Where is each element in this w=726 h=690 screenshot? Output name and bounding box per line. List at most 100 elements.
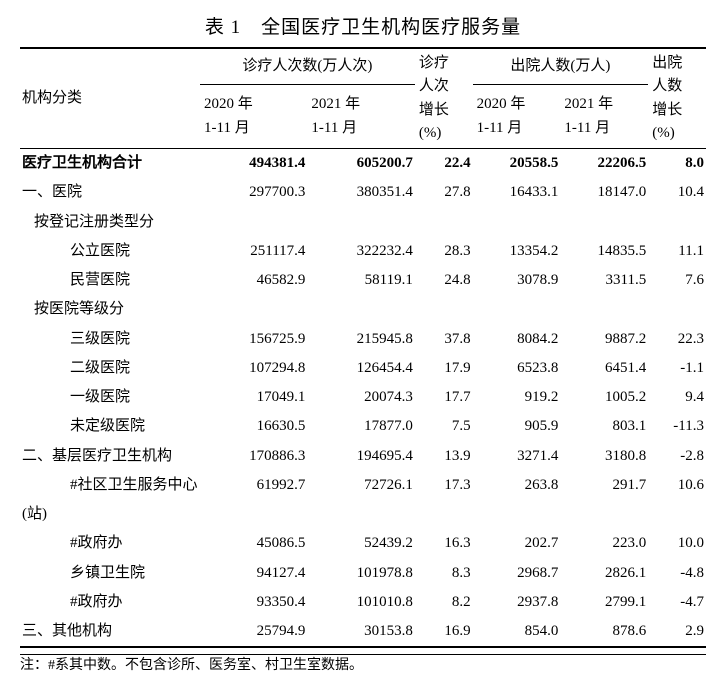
cell-visits-growth: 37.8 xyxy=(415,325,473,354)
cell-discharge-2020: 263.8 xyxy=(473,471,561,500)
row-label: 二、基层医疗卫生机构 xyxy=(20,442,200,471)
table-row: #社区卫生服务中心61992.772726.117.3263.8291.710.… xyxy=(20,471,706,500)
cell-discharge-2021 xyxy=(560,295,648,324)
table-row: (站) xyxy=(20,500,706,529)
cell-discharge-2020: 6523.8 xyxy=(473,354,561,383)
cell-visits-growth: 7.5 xyxy=(415,412,473,441)
cell-visits-2021: 101010.8 xyxy=(307,588,414,617)
cell-visits-2020: 251117.4 xyxy=(200,237,307,266)
row-label: #政府办 xyxy=(20,529,200,558)
cell-visits-growth: 17.9 xyxy=(415,354,473,383)
cell-discharge-2020: 3271.4 xyxy=(473,442,561,471)
cell-visits-2020: 45086.5 xyxy=(200,529,307,558)
cell-visits-2020: 25794.9 xyxy=(200,617,307,647)
cell-visits-growth: 22.4 xyxy=(415,149,473,179)
cell-discharge-2020 xyxy=(473,500,561,529)
cell-visits-2021: 605200.7 xyxy=(307,149,414,179)
table-row: 公立医院251117.4322232.428.313354.214835.511… xyxy=(20,237,706,266)
cell-discharge-growth: 11.1 xyxy=(648,237,706,266)
cell-visits-growth: 8.2 xyxy=(415,588,473,617)
cell-discharge-growth: 9.4 xyxy=(648,383,706,412)
cell-discharge-2020: 8084.2 xyxy=(473,325,561,354)
table-row: 一级医院17049.120074.317.7919.21005.29.4 xyxy=(20,383,706,412)
row-label: 民营医院 xyxy=(20,266,200,295)
cell-discharge-2020: 13354.2 xyxy=(473,237,561,266)
header-visits-2021: 2021 年1-11 月 xyxy=(307,85,414,149)
cell-discharge-2021: 14835.5 xyxy=(560,237,648,266)
header-visits-2020: 2020 年1-11 月 xyxy=(200,85,307,149)
cell-visits-2020: 17049.1 xyxy=(200,383,307,412)
header-category: 机构分类 xyxy=(20,48,200,149)
cell-visits-2020 xyxy=(200,500,307,529)
cell-discharge-growth: -1.1 xyxy=(648,354,706,383)
row-label: 二级医院 xyxy=(20,354,200,383)
row-label: 按登记注册类型分 xyxy=(20,208,200,237)
cell-discharge-2021: 803.1 xyxy=(560,412,648,441)
cell-visits-2020: 494381.4 xyxy=(200,149,307,179)
cell-visits-growth: 28.3 xyxy=(415,237,473,266)
cell-visits-2021: 20074.3 xyxy=(307,383,414,412)
cell-visits-growth: 17.7 xyxy=(415,383,473,412)
cell-discharge-growth: 22.3 xyxy=(648,325,706,354)
cell-discharge-2020: 202.7 xyxy=(473,529,561,558)
cell-discharge-2020 xyxy=(473,208,561,237)
row-label: 公立医院 xyxy=(20,237,200,266)
header-visit-growth: 诊疗 人次 增长 (%) xyxy=(415,48,473,149)
table-row: 民营医院46582.958119.124.83078.93311.57.6 xyxy=(20,266,706,295)
cell-visits-2021: 126454.4 xyxy=(307,354,414,383)
table-row: #政府办93350.4101010.88.22937.82799.1-4.7 xyxy=(20,588,706,617)
cell-visits-2021: 215945.8 xyxy=(307,325,414,354)
cell-discharge-growth: -2.8 xyxy=(648,442,706,471)
row-label: (站) xyxy=(20,500,200,529)
table-body: 医疗卫生机构合计494381.4605200.722.420558.522206… xyxy=(20,149,706,648)
cell-discharge-2021: 22206.5 xyxy=(560,149,648,179)
cell-discharge-2021: 9887.2 xyxy=(560,325,648,354)
cell-discharge-2021: 2826.1 xyxy=(560,559,648,588)
cell-discharge-2020: 905.9 xyxy=(473,412,561,441)
cell-visits-2020: 16630.5 xyxy=(200,412,307,441)
cell-discharge-growth: -4.7 xyxy=(648,588,706,617)
cell-visits-2020: 93350.4 xyxy=(200,588,307,617)
cell-discharge-growth: 2.9 xyxy=(648,617,706,647)
cell-visits-2021: 194695.4 xyxy=(307,442,414,471)
cell-visits-growth xyxy=(415,208,473,237)
cell-discharge-2020: 16433.1 xyxy=(473,178,561,207)
cell-visits-2021: 52439.2 xyxy=(307,529,414,558)
cell-discharge-2020: 854.0 xyxy=(473,617,561,647)
cell-visits-2021 xyxy=(307,500,414,529)
cell-discharge-2021: 3180.8 xyxy=(560,442,648,471)
cell-discharge-2020: 20558.5 xyxy=(473,149,561,179)
cell-discharge-2021: 878.6 xyxy=(560,617,648,647)
row-label: 一级医院 xyxy=(20,383,200,412)
cell-discharge-2020: 919.2 xyxy=(473,383,561,412)
row-label: 医疗卫生机构合计 xyxy=(20,149,200,179)
cell-discharge-growth xyxy=(648,295,706,324)
cell-discharge-2021: 223.0 xyxy=(560,529,648,558)
table-title: 表 1 全国医疗卫生机构医疗服务量 xyxy=(20,12,706,39)
footnote: 注：#系其中数。不包含诊所、医务室、村卫生室数据。 xyxy=(20,654,706,677)
cell-visits-growth: 17.3 xyxy=(415,471,473,500)
cell-visits-growth: 16.9 xyxy=(415,617,473,647)
table-row: 一、医院297700.3380351.427.816433.118147.010… xyxy=(20,178,706,207)
cell-discharge-2021: 18147.0 xyxy=(560,178,648,207)
cell-visits-2020: 297700.3 xyxy=(200,178,307,207)
cell-visits-2020: 61992.7 xyxy=(200,471,307,500)
cell-visits-2021: 30153.8 xyxy=(307,617,414,647)
cell-discharge-growth xyxy=(648,500,706,529)
header-discharge-group: 出院人数(万人) xyxy=(473,48,649,85)
cell-visits-growth xyxy=(415,500,473,529)
cell-visits-2020: 107294.8 xyxy=(200,354,307,383)
header-visits-group: 诊疗人次数(万人次) xyxy=(200,48,415,85)
cell-discharge-growth: 10.6 xyxy=(648,471,706,500)
table-row: 二级医院107294.8126454.417.96523.86451.4-1.1 xyxy=(20,354,706,383)
cell-discharge-growth xyxy=(648,208,706,237)
cell-discharge-2020: 2937.8 xyxy=(473,588,561,617)
cell-discharge-growth: -4.8 xyxy=(648,559,706,588)
row-label: 一、医院 xyxy=(20,178,200,207)
cell-visits-2021 xyxy=(307,295,414,324)
cell-visits-growth: 16.3 xyxy=(415,529,473,558)
cell-discharge-2021: 6451.4 xyxy=(560,354,648,383)
cell-discharge-2021 xyxy=(560,208,648,237)
cell-discharge-growth: -11.3 xyxy=(648,412,706,441)
cell-discharge-2021: 2799.1 xyxy=(560,588,648,617)
